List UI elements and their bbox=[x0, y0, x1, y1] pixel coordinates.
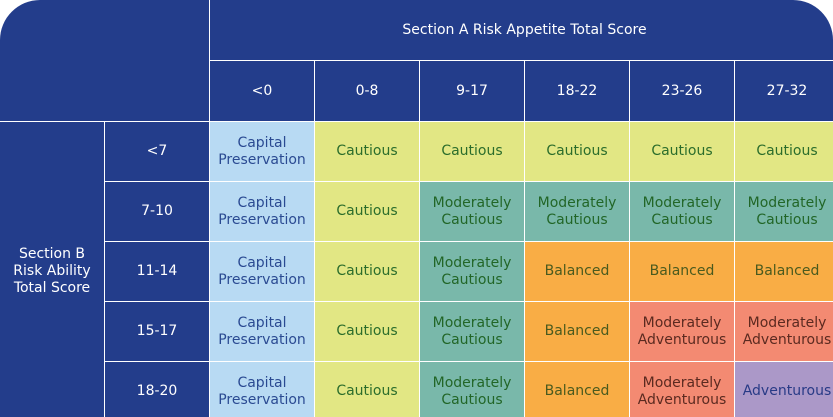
result-cell: Balanced bbox=[735, 242, 833, 301]
result-cell: Cautious bbox=[315, 122, 419, 181]
result-cell: Moderately Cautious bbox=[630, 182, 734, 241]
column-header: 9-17 bbox=[420, 61, 524, 121]
column-header: 0-8 bbox=[315, 61, 419, 121]
result-cell: Moderately Adventurous bbox=[630, 362, 734, 417]
result-cell: Moderately Cautious bbox=[420, 242, 524, 301]
result-cell: Moderately Adventurous bbox=[630, 302, 734, 361]
result-cell: Cautious bbox=[525, 122, 629, 181]
result-cell: Moderately Cautious bbox=[420, 302, 524, 361]
result-cell: Cautious bbox=[420, 122, 524, 181]
row-header: 7-10 bbox=[105, 182, 209, 241]
row-header: 11-14 bbox=[105, 242, 209, 301]
corner-cell bbox=[0, 0, 209, 121]
result-cell: Cautious bbox=[315, 302, 419, 361]
column-header: 27-32 bbox=[735, 61, 833, 121]
result-cell: Cautious bbox=[630, 122, 734, 181]
row-header: 18-20 bbox=[105, 362, 209, 417]
result-cell: Cautious bbox=[735, 122, 833, 181]
result-cell: Capital Preservation bbox=[210, 182, 314, 241]
column-header: 23-26 bbox=[630, 61, 734, 121]
result-cell: Balanced bbox=[525, 362, 629, 417]
row-header: <7 bbox=[105, 122, 209, 181]
result-cell: Adventurous bbox=[735, 362, 833, 417]
result-cell: Balanced bbox=[525, 242, 629, 301]
result-cell: Capital Preservation bbox=[210, 122, 314, 181]
result-cell: Moderately Cautious bbox=[420, 182, 524, 241]
result-cell: Moderately Adventurous bbox=[735, 302, 833, 361]
result-cell: Capital Preservation bbox=[210, 302, 314, 361]
result-cell: Balanced bbox=[630, 242, 734, 301]
section-b-title: Section B Risk Ability Total Score bbox=[0, 122, 104, 417]
result-cell: Capital Preservation bbox=[210, 242, 314, 301]
result-cell: Moderately Cautious bbox=[735, 182, 833, 241]
row-header: 15-17 bbox=[105, 302, 209, 361]
column-header: <0 bbox=[210, 61, 314, 121]
result-cell: Cautious bbox=[315, 242, 419, 301]
result-cell: Moderately Cautious bbox=[525, 182, 629, 241]
result-cell: Moderately Cautious bbox=[420, 362, 524, 417]
section-a-title: Section A Risk Appetite Total Score bbox=[210, 0, 833, 60]
result-cell: Cautious bbox=[315, 362, 419, 417]
result-cell: Cautious bbox=[315, 182, 419, 241]
result-cell: Capital Preservation bbox=[210, 362, 314, 417]
result-cell: Balanced bbox=[525, 302, 629, 361]
column-header: 18-22 bbox=[525, 61, 629, 121]
